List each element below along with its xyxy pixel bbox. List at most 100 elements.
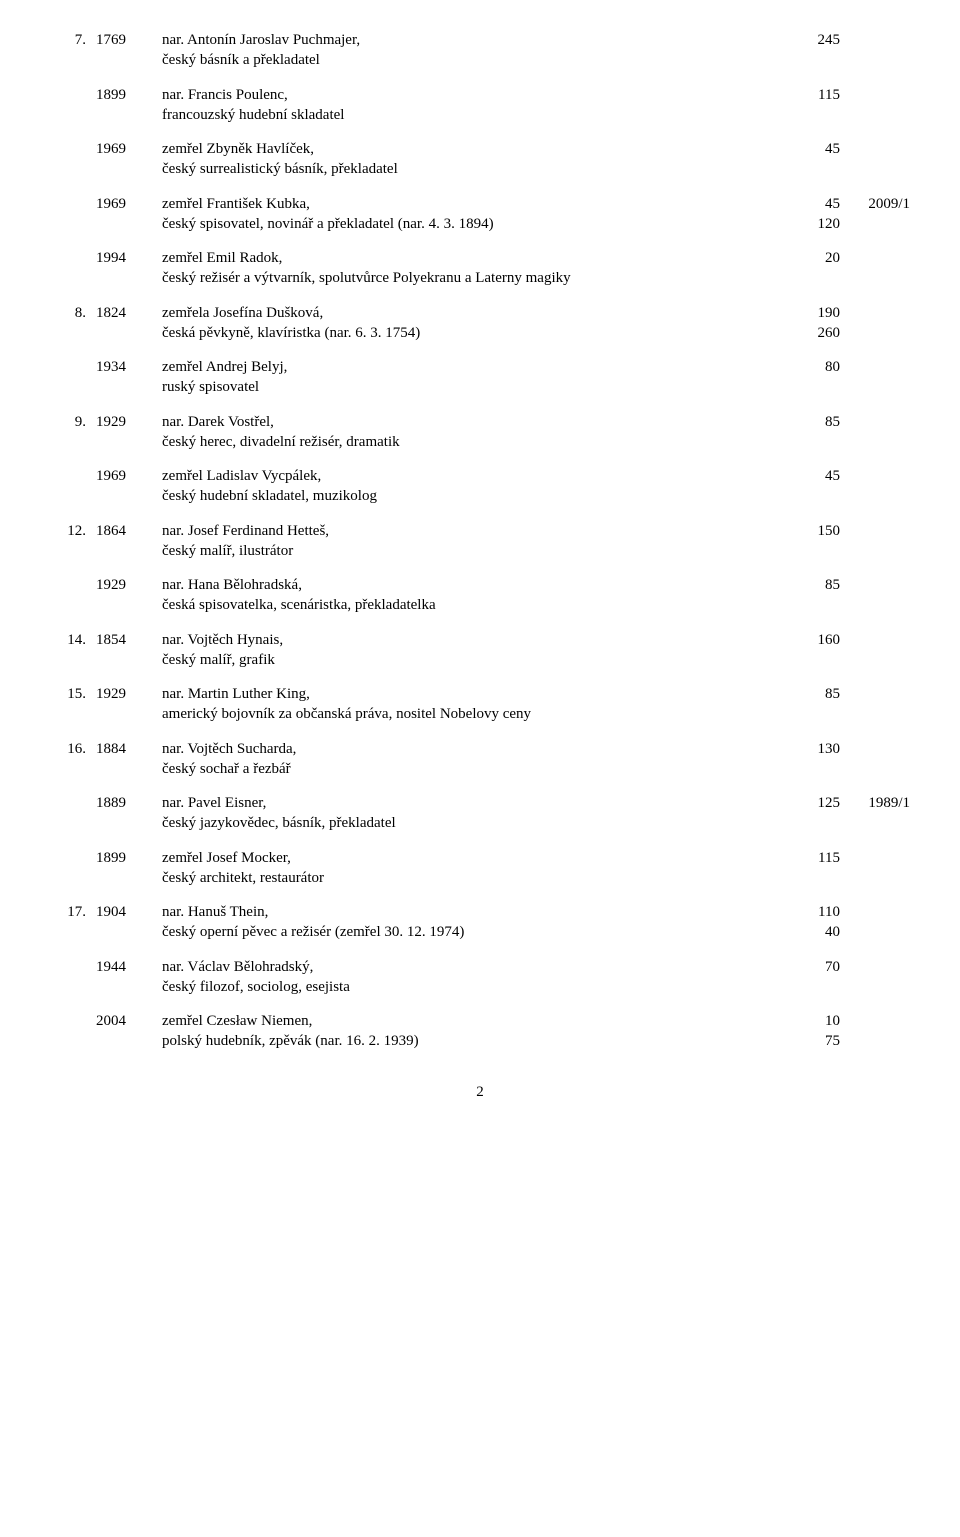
entry-value-1: 115 [770, 848, 840, 868]
entry-row: 15.1929nar. Martin Luther King,americký … [50, 684, 910, 725]
entry-row: 16.1884nar. Vojtěch Sucharda,český socha… [50, 739, 910, 780]
entry-line2: česká pěvkyně, klavíristka (nar. 6. 3. 1… [162, 323, 760, 343]
entry-row: 2004zemřel Czesław Niemen,polský hudební… [50, 1011, 910, 1052]
entry-line2: český režisér a výtvarník, spolutvůrce P… [162, 268, 760, 288]
entry-value-1a: 70 [770, 957, 840, 977]
entry-line1: nar. Darek Vostřel, [162, 412, 760, 432]
entry-value-1: 125 [770, 793, 840, 813]
entry-year: 1969 [90, 194, 152, 214]
entry-line2: český sochař a řezbář [162, 759, 760, 779]
entry-year: 1934 [90, 357, 152, 377]
entry-day: 9. [50, 412, 90, 432]
entry-line2: americký bojovník za občanská práva, nos… [162, 704, 760, 724]
entry-row: 1969zemřel Zbyněk Havlíček,český surreal… [50, 139, 910, 180]
entry-line1: nar. Antonín Jaroslav Puchmajer, [162, 30, 760, 50]
entry-value-2a: 1989/1 [850, 793, 910, 813]
entry-value-1a: 10 [770, 1011, 840, 1031]
entry-year: 1994 [90, 248, 152, 268]
entry-day: 14. [50, 630, 90, 650]
entry-value-1: 160 [770, 630, 840, 650]
entry-row: 7.1769nar. Antonín Jaroslav Puchmajer,če… [50, 30, 910, 71]
entry-line1: zemřel Josef Mocker, [162, 848, 760, 868]
entry-line2: český architekt, restaurátor [162, 868, 760, 888]
entry-value-1a: 130 [770, 739, 840, 759]
entry-day: 16. [50, 739, 90, 759]
entry-description: zemřel Ladislav Vycpálek,český hudební s… [152, 466, 770, 507]
entry-description: nar. Pavel Eisner,český jazykovědec, bás… [152, 793, 770, 834]
entry-line1: nar. Josef Ferdinand Hetteš, [162, 521, 760, 541]
entry-line1: zemřel Emil Radok, [162, 248, 760, 268]
entry-value-1a: 45 [770, 139, 840, 159]
entry-row: 9.1929 nar. Darek Vostřel,český herec, di… [50, 412, 910, 453]
entry-value-1a: 115 [770, 85, 840, 105]
entry-line1: zemřel Andrej Belyj, [162, 357, 760, 377]
entry-line2: český operní pěvec a režisér (zemřel 30.… [162, 922, 760, 942]
entry-value-1: 190260 [770, 303, 840, 344]
entry-year: 1929 [90, 684, 152, 704]
entry-row: 8.1824zemřela Josefína Dušková,česká pěv… [50, 303, 910, 344]
entry-line1: zemřel Czesław Niemen, [162, 1011, 760, 1031]
entry-year: 1889 [90, 793, 152, 813]
entry-value-1: 45 [770, 139, 840, 159]
entry-value-1a: 45 [770, 466, 840, 486]
entry-row: 1899zemřel Josef Mocker,český architekt,… [50, 848, 910, 889]
entry-line2: český herec, divadelní režisér, dramatik [162, 432, 760, 452]
entry-line2: český hudební skladatel, muzikolog [162, 486, 760, 506]
entry-line2: ruský spisovatel [162, 377, 760, 397]
entry-line1: nar. Pavel Eisner, [162, 793, 760, 813]
entry-day: 8. [50, 303, 90, 323]
entry-day: 7. [50, 30, 90, 50]
entry-line2: český jazykovědec, básník, překladatel [162, 813, 760, 833]
entry-line1: nar. Francis Poulenc, [162, 85, 760, 105]
entry-day: 12. [50, 521, 90, 541]
entry-description: nar. Vojtěch Hynais,český malíř, grafik [152, 630, 770, 671]
entry-row: 1929nar. Hana Bělohradská,česká spisovat… [50, 575, 910, 616]
entry-description: nar. Martin Luther King,americký bojovní… [152, 684, 770, 725]
entry-line1: nar. Martin Luther King, [162, 684, 760, 704]
entry-line1: zemřel Ladislav Vycpálek, [162, 466, 760, 486]
entry-row: 1944nar. Václav Bělohradský,český filozo… [50, 957, 910, 998]
entry-value-1a: 20 [770, 248, 840, 268]
entry-row: 1934 zemřel Andrej Belyj,ruský spisovatel… [50, 357, 910, 398]
entry-line2: český malíř, grafik [162, 650, 760, 670]
entry-year: 1929 [90, 412, 152, 432]
entry-year: 1864 [90, 521, 152, 541]
entry-value-1a: 85 [770, 575, 840, 595]
entry-day: 17. [50, 902, 90, 922]
entry-value-1: 80 [770, 357, 840, 377]
entry-day: 15. [50, 684, 90, 704]
entry-line1: nar. Hanuš Thein, [162, 902, 760, 922]
entry-line2: český surrealistický básník, překladatel [162, 159, 760, 179]
entry-value-1: 150 [770, 521, 840, 541]
entry-value-2a: 2009/1 [850, 194, 910, 214]
entry-line2: český spisovatel, novinář a překladatel … [162, 214, 760, 234]
entry-value-1: 245 [770, 30, 840, 50]
entry-row: 17.1904nar. Hanuš Thein,český operní pěv… [50, 902, 910, 943]
entry-value-1b: 260 [770, 323, 840, 343]
entry-description: nar. Hanuš Thein,český operní pěvec a re… [152, 902, 770, 943]
entry-line1: nar. Vojtěch Hynais, [162, 630, 760, 650]
entry-year: 1899 [90, 848, 152, 868]
entry-value-1: 11040 [770, 902, 840, 943]
entry-line1: zemřela Josefína Dušková, [162, 303, 760, 323]
entry-value-1a: 80 [770, 357, 840, 377]
entry-value-1: 115 [770, 85, 840, 105]
entry-value-1a: 125 [770, 793, 840, 813]
entry-description: zemřel Emil Radok,český režisér a výtvar… [152, 248, 770, 289]
entry-row: 14.1854nar. Vojtěch Hynais,český malíř, … [50, 630, 910, 671]
entry-year: 1884 [90, 739, 152, 759]
entry-value-1: 85 [770, 684, 840, 704]
entry-value-1a: 85 [770, 684, 840, 704]
entry-line1: zemřel František Kubka, [162, 194, 760, 214]
entry-value-1a: 115 [770, 848, 840, 868]
entry-year: 1769 [90, 30, 152, 50]
entry-description: nar. Vojtěch Sucharda,český sochař a řez… [152, 739, 770, 780]
entry-description: zemřel Josef Mocker,český architekt, res… [152, 848, 770, 889]
entry-line1: nar. Václav Bělohradský, [162, 957, 760, 977]
entry-description: zemřel František Kubka,český spisovatel,… [152, 194, 770, 235]
entry-description: zemřel Czesław Niemen,polský hudebník, z… [152, 1011, 770, 1052]
entry-year: 1929 [90, 575, 152, 595]
entry-row: 1899nar. Francis Poulenc,francouzský hud… [50, 85, 910, 126]
entry-line2: polský hudebník, zpěvák (nar. 16. 2. 193… [162, 1031, 760, 1051]
entry-description: nar. Antonín Jaroslav Puchmajer,český bá… [152, 30, 770, 71]
